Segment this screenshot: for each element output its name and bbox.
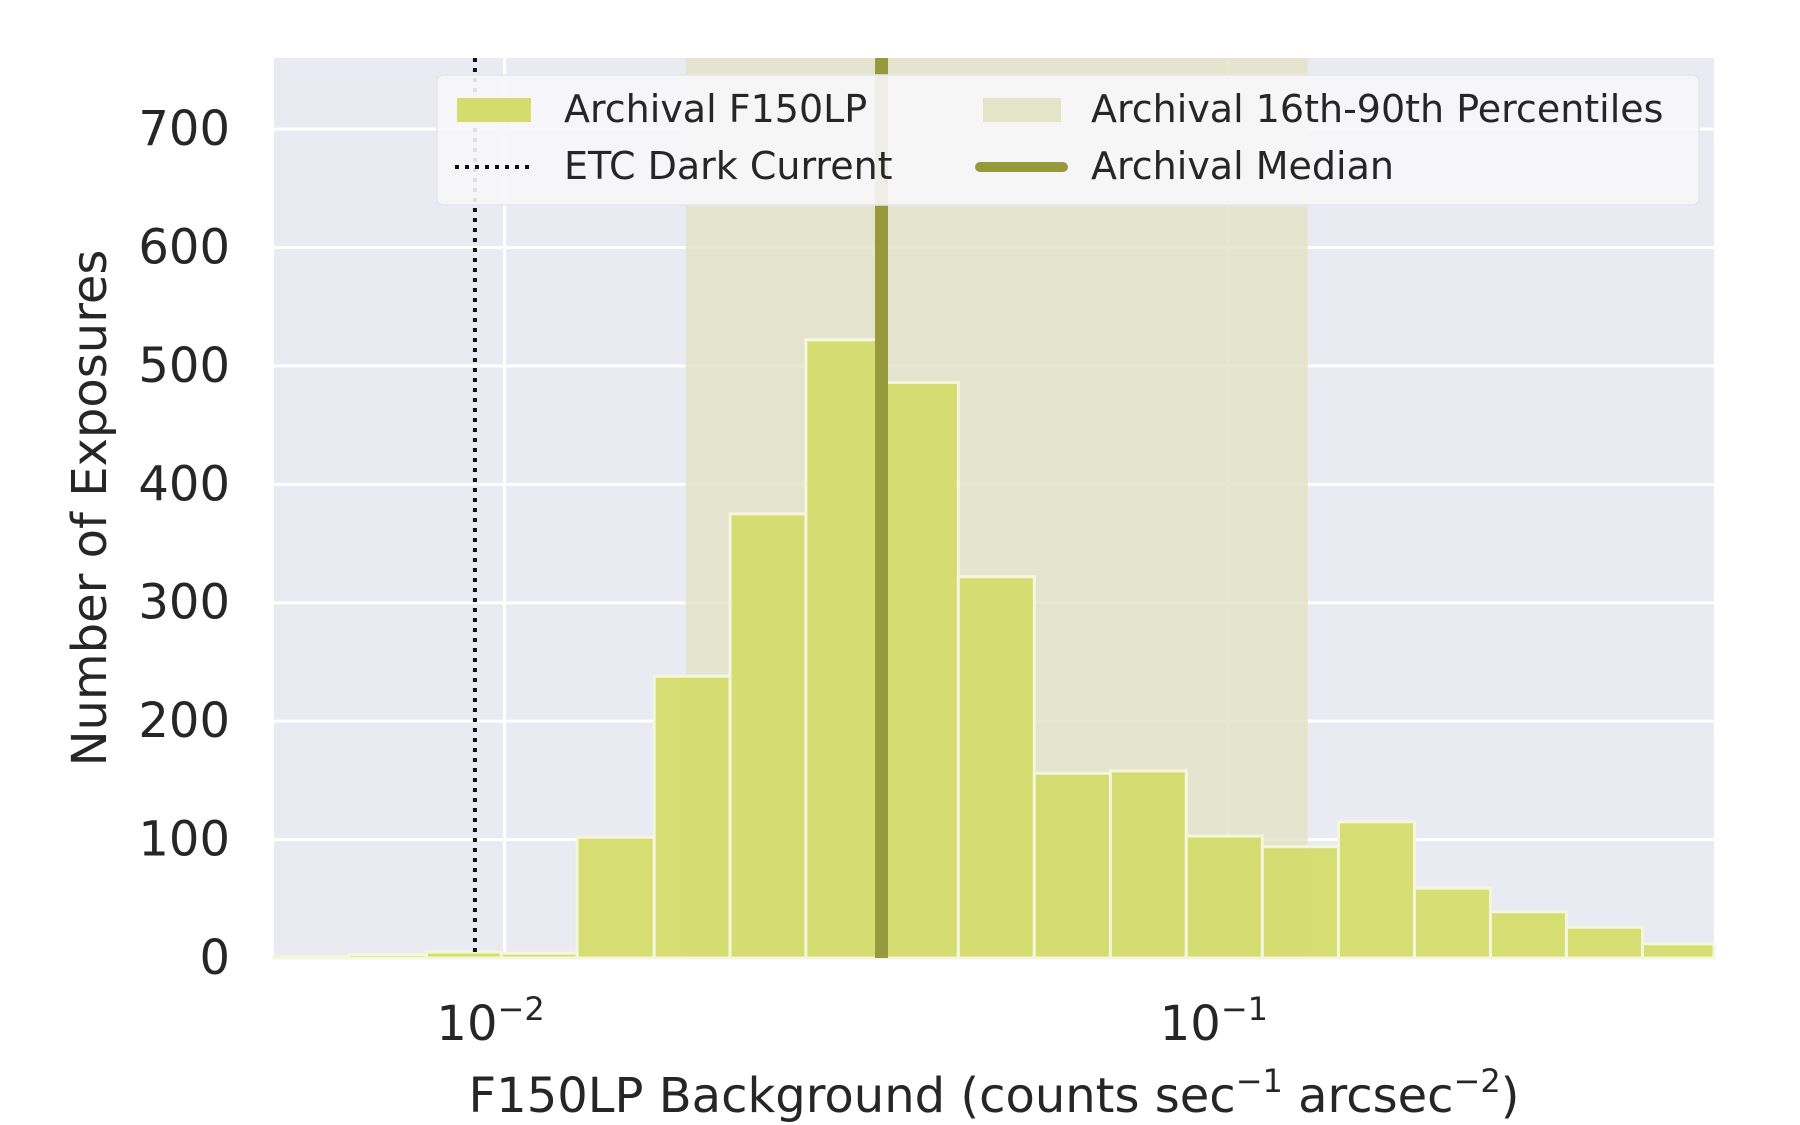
histogram-bar [956,575,1036,960]
histogram-bar [652,674,732,960]
legend-label-percentile-band: Archival 16th-90th Percentiles [1091,87,1663,131]
legend-label-archival-f150lp: Archival F150LP [564,87,867,131]
y-tick-label: 100 [138,812,230,868]
legend: Archival F150LP ETC Dark Current Archiva… [436,74,1700,206]
x-axis-label-mid: arcsec [1283,1068,1454,1124]
x-axis-label-main: F150LP Background (counts sec [469,1068,1236,1124]
legend-label-archival-median: Archival Median [1091,144,1394,188]
y-tick-label: 600 [138,219,230,275]
histogram-bar [1184,834,1264,960]
histogram-bar [1412,886,1492,960]
histogram-bar [804,338,884,960]
histogram-bars [272,338,1716,960]
x-tick-label: 10−1 [1160,990,1268,1052]
y-tick-label: 500 [138,338,230,394]
histogram-bar [575,835,656,960]
histogram-bar [272,955,351,960]
legend-label-etc-dark-current: ETC Dark Current [564,144,893,188]
y-tick-label: 300 [138,575,230,631]
x-axis-label-sup1: −1 [1236,1062,1283,1100]
y-tick-label: 0 [199,930,230,986]
y-tick-label: 700 [138,101,230,157]
y-axis-label: Number of Exposures [62,250,118,767]
histogram-bar [347,952,429,960]
legend-swatch-percentile-band [983,98,1061,122]
histogram-bar [499,951,579,960]
x-tick-label: 10−2 [436,990,544,1052]
histogram-bar [1336,820,1416,960]
histogram-bar [1488,910,1568,960]
x-axis-label: F150LP Background (counts sec−1 arcsec−2… [469,1062,1520,1124]
y-tick-label: 200 [138,693,230,749]
x-axis-label-sup2: −2 [1454,1062,1501,1100]
histogram-bar [425,950,503,960]
histogram-bar [1260,845,1340,960]
histogram-bar [1032,771,1112,960]
y-tick-labels: 0 100 200 300 400 500 600 700 [138,101,230,986]
histogram-bar [728,512,808,960]
histogram-bar [1564,925,1644,960]
legend-swatch-archival-f150lp [457,98,531,122]
histogram-bar [1640,942,1716,960]
x-tick-labels: 10−2 10−1 [436,990,1268,1052]
y-tick-label: 400 [138,456,230,512]
x-axis-label-end: ) [1501,1068,1520,1124]
legend-frame [436,74,1700,206]
histogram-bar [880,380,960,960]
histogram-bar [1108,769,1188,960]
